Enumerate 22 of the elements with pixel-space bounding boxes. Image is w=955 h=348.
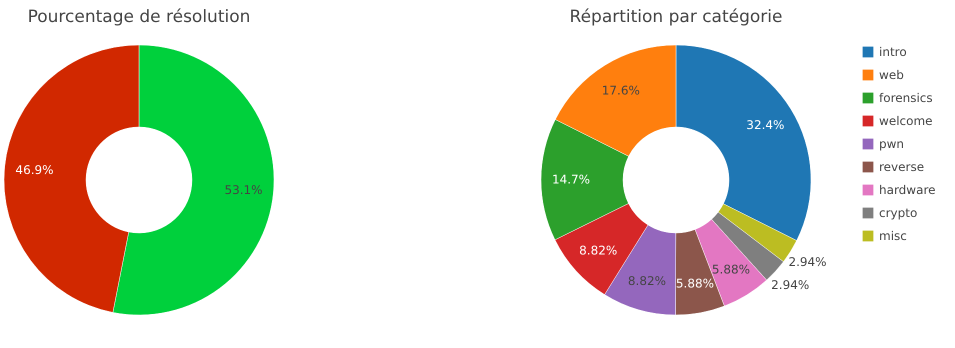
legend-label: misc (879, 229, 907, 243)
chart-title: Répartition par catégorie (570, 7, 782, 27)
legend-label: pwn (879, 137, 904, 151)
data-label: 17.6% (602, 84, 640, 98)
data-label: 5.88% (712, 262, 750, 276)
legend-label: crypto (879, 206, 918, 220)
data-label: 32.4% (746, 118, 784, 132)
legend-label: web (879, 68, 904, 82)
legend-label: intro (879, 45, 907, 59)
data-label: 5.88% (676, 276, 714, 290)
legend-label: hardware (879, 183, 936, 197)
data-label: 46.9% (15, 162, 54, 177)
data-label: 8.82% (628, 274, 666, 288)
data-label: 2.94% (771, 278, 810, 292)
data-label: 2.94% (788, 255, 827, 270)
data-label: 8.82% (579, 244, 618, 258)
data-label: 53.1% (224, 183, 263, 198)
data-label: 14.7% (552, 172, 590, 187)
chart-title: Pourcentage de résolution (28, 7, 250, 27)
legend-label: forensics (879, 91, 933, 105)
legend-label: reverse (879, 160, 924, 174)
legend-label: welcome (879, 114, 933, 128)
